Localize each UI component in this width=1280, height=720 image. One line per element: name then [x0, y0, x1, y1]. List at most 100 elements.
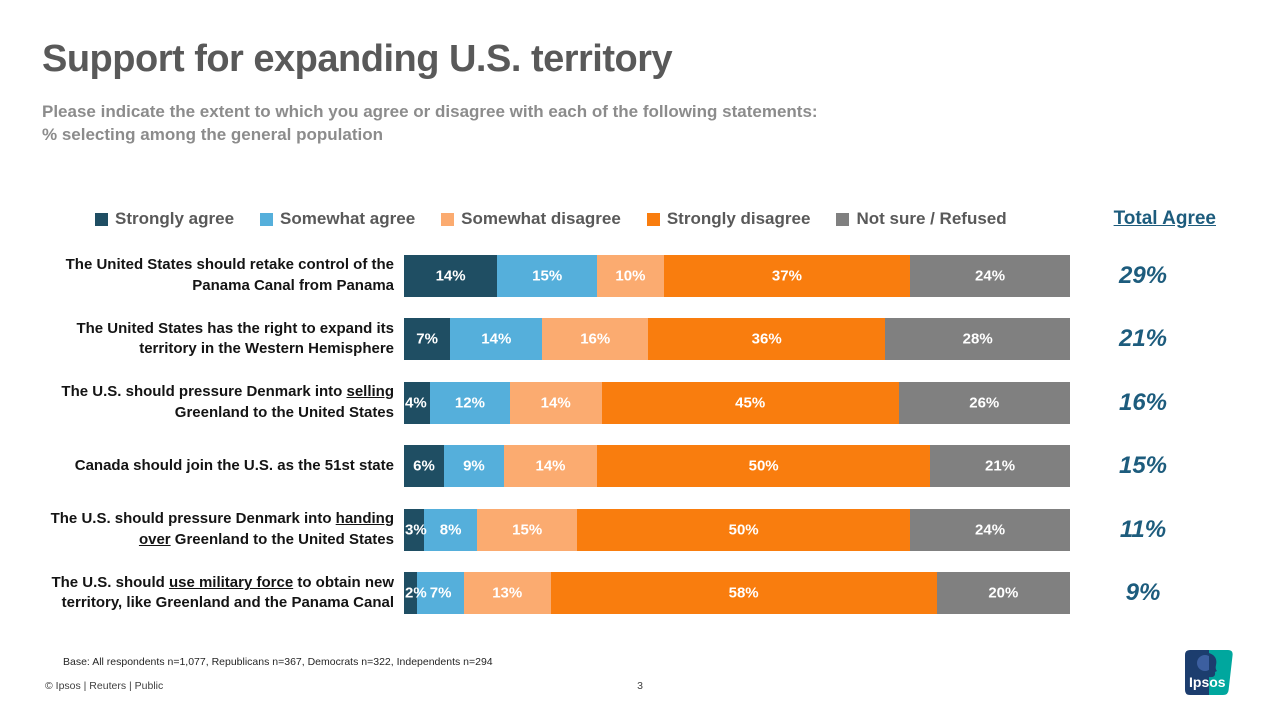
segment-value-label: 58%: [728, 584, 759, 602]
statement-label: The U.S. should use military force to ob…: [51, 573, 394, 612]
total-agree-header: Total Agree: [1113, 208, 1216, 229]
bar-segment-not-sure-refused: 24%: [910, 508, 1070, 551]
bar-segment-strongly-agree: 4%: [404, 381, 431, 424]
chart-row: The U.S. should use military force to ob…: [42, 562, 1216, 626]
total-agree-value: 16%: [1118, 388, 1168, 416]
bar-segment-not-sure-refused: 20%: [936, 572, 1070, 615]
segment-value-label: 13%: [492, 584, 523, 602]
chart-row: The U.S. should pressure Denmark into ha…: [42, 498, 1216, 562]
bar-segment-not-sure-refused: 28%: [885, 318, 1070, 361]
bar-segment-somewhat-agree: 14%: [450, 318, 543, 361]
page-subtitle: Please indicate the extent to which you …: [42, 100, 818, 146]
bar-segment-somewhat-disagree: 15%: [477, 508, 578, 551]
legend-label: Somewhat agree: [280, 209, 416, 228]
legend-label: Strongly agree: [115, 209, 235, 228]
chart-row: Canada should join the U.S. as the 51st …: [42, 435, 1216, 499]
legend-item-strongly-agree: Strongly agree: [95, 209, 234, 229]
segment-value-label: 50%: [728, 521, 759, 539]
bar-segment-not-sure-refused: 21%: [930, 445, 1070, 488]
bar-track: 2% 7% 13% 58% 20%: [404, 572, 1070, 615]
bar-segment-strongly-disagree: 58%: [550, 572, 937, 615]
legend-label: Not sure / Refused: [856, 209, 1007, 228]
bar-segment-somewhat-disagree: 14%: [509, 381, 602, 424]
segment-value-label: 20%: [988, 584, 1019, 602]
segment-value-label: 6%: [413, 457, 435, 475]
segment-value-label: 14%: [535, 457, 566, 475]
segment-value-label: 7%: [429, 584, 452, 602]
bar-segment-not-sure-refused: 26%: [898, 381, 1070, 424]
bar-segment-somewhat-agree: 9%: [443, 445, 504, 488]
statement-label: Canada should join the U.S. as the 51st …: [74, 457, 394, 474]
bar-segment-somewhat-disagree: 14%: [503, 445, 598, 488]
bar-segment-somewhat-agree: 7%: [417, 572, 464, 615]
bar-segment-strongly-disagree: 50%: [597, 445, 931, 488]
bar-segment-strongly-disagree: 37%: [663, 254, 911, 297]
legend-item-strongly-disagree: Strongly disagree: [646, 209, 811, 229]
bar-track: 6% 9% 14% 50% 21%: [404, 445, 1070, 488]
legend-label: Strongly disagree: [666, 209, 811, 228]
segment-value-label: 7%: [416, 330, 438, 348]
statement-label: The United States should retake control …: [65, 256, 394, 294]
chart-row: The United States should retake control …: [42, 244, 1216, 308]
total-agree-value: 9%: [1125, 579, 1161, 607]
segment-value-label: 24%: [975, 521, 1006, 539]
total-agree-value: 11%: [1119, 515, 1167, 543]
segment-value-label: 50%: [748, 457, 779, 475]
bar-segment-not-sure-refused: 24%: [910, 254, 1070, 297]
chart-row: The U.S. should pressure Denmark into se…: [42, 371, 1216, 435]
bar-segment-somewhat-agree: 12%: [430, 381, 510, 424]
segment-value-label: 37%: [771, 267, 802, 285]
ipsos-logo: Ipsos: [1185, 650, 1233, 695]
bar-segment-strongly-agree: 3%: [404, 508, 427, 551]
bar-segment-strongly-agree: 14%: [404, 254, 498, 297]
segment-value-label: 8%: [439, 521, 462, 539]
segment-value-label: 26%: [969, 394, 1000, 412]
segment-value-label: 12%: [454, 394, 485, 412]
legend-swatch-icon: [836, 212, 850, 226]
statement-label: The U.S. should pressure Denmark into ha…: [50, 510, 394, 548]
bar-segment-somewhat-agree: 8%: [423, 508, 478, 551]
legend-label: Somewhat disagree: [461, 209, 621, 228]
segment-value-label: 14%: [435, 267, 466, 285]
bar-segment-strongly-agree: 2%: [404, 572, 427, 615]
legend-swatch-icon: [95, 212, 108, 226]
legend-swatch-icon: [260, 212, 274, 226]
ipsos-logo-graphic: Ipsos: [1185, 650, 1233, 695]
bar-track: 14% 15% 10% 37% 24%: [404, 254, 1070, 297]
segment-value-label: 21%: [985, 457, 1016, 475]
total-agree-value: 21%: [1118, 325, 1168, 353]
statement-label: The U.S. should pressure Denmark into se…: [61, 383, 394, 421]
segment-value-label: 2%: [405, 584, 427, 602]
legend-item-not-sure-refused: Not sure / Refused: [836, 209, 1007, 229]
page-number: 3: [637, 680, 643, 692]
segment-value-label: 15%: [532, 267, 563, 285]
bar-segment-somewhat-disagree: 13%: [463, 572, 551, 615]
base-footnote: Base: All respondents n=1,077, Republica…: [63, 656, 493, 668]
segment-value-label: 28%: [962, 330, 993, 348]
page-title: Support for expanding U.S. territory: [42, 38, 673, 80]
bar-track: 4% 12% 14% 45% 26%: [404, 381, 1070, 424]
bar-segment-strongly-agree: 7%: [404, 318, 451, 361]
bar-segment-strongly-agree: 6%: [404, 445, 444, 488]
chart-row: The United States has the right to expan…: [42, 308, 1216, 372]
legend-swatch-icon: [441, 212, 455, 226]
bar-segment-somewhat-disagree: 10%: [597, 254, 664, 297]
segment-value-label: 45%: [735, 394, 766, 412]
segment-value-label: 10%: [615, 267, 646, 285]
subtitle-line-1: Please indicate the extent to which you …: [42, 102, 818, 121]
segment-value-label: 24%: [975, 267, 1006, 285]
svg-text:Ipsos: Ipsos: [1189, 674, 1226, 690]
legend-item-somewhat-agree: Somewhat agree: [260, 209, 415, 229]
segment-value-label: 4%: [405, 394, 427, 412]
segment-value-label: 15%: [512, 521, 543, 539]
segment-value-label: 9%: [463, 457, 485, 475]
total-agree-value: 15%: [1118, 452, 1168, 480]
bar-segment-somewhat-disagree: 16%: [542, 318, 648, 361]
bar-segment-strongly-disagree: 36%: [647, 318, 886, 361]
total-agree-value: 29%: [1118, 261, 1168, 289]
bar-segment-somewhat-agree: 15%: [497, 254, 598, 297]
segment-value-label: 14%: [540, 394, 571, 412]
bar-track: 7% 14% 16% 36% 28%: [404, 318, 1070, 361]
copyright-text: © Ipsos | Reuters | Public: [45, 680, 164, 692]
bar-track: 3% 8% 15% 50% 24%: [404, 508, 1070, 551]
